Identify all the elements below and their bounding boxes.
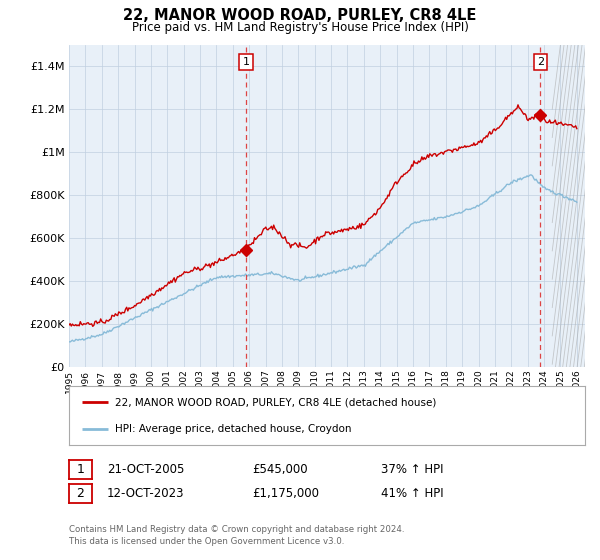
Text: 1: 1 [242,57,250,67]
Text: Price paid vs. HM Land Registry's House Price Index (HPI): Price paid vs. HM Land Registry's House … [131,21,469,34]
Text: 12-OCT-2023: 12-OCT-2023 [107,487,184,501]
Text: 41% ↑ HPI: 41% ↑ HPI [381,487,443,501]
Text: 22, MANOR WOOD ROAD, PURLEY, CR8 4LE: 22, MANOR WOOD ROAD, PURLEY, CR8 4LE [124,8,476,24]
Text: £545,000: £545,000 [252,463,308,476]
Text: HPI: Average price, detached house, Croydon: HPI: Average price, detached house, Croy… [115,424,352,435]
Text: 1: 1 [76,463,85,476]
Text: Contains HM Land Registry data © Crown copyright and database right 2024.
This d: Contains HM Land Registry data © Crown c… [69,525,404,546]
Text: 37% ↑ HPI: 37% ↑ HPI [381,463,443,476]
Text: 2: 2 [76,487,85,501]
Bar [552,45,600,367]
Text: 22, MANOR WOOD ROAD, PURLEY, CR8 4LE (detached house): 22, MANOR WOOD ROAD, PURLEY, CR8 4LE (de… [115,397,437,407]
Text: 2: 2 [537,57,544,67]
Text: 21-OCT-2005: 21-OCT-2005 [107,463,184,476]
Text: £1,175,000: £1,175,000 [252,487,319,501]
